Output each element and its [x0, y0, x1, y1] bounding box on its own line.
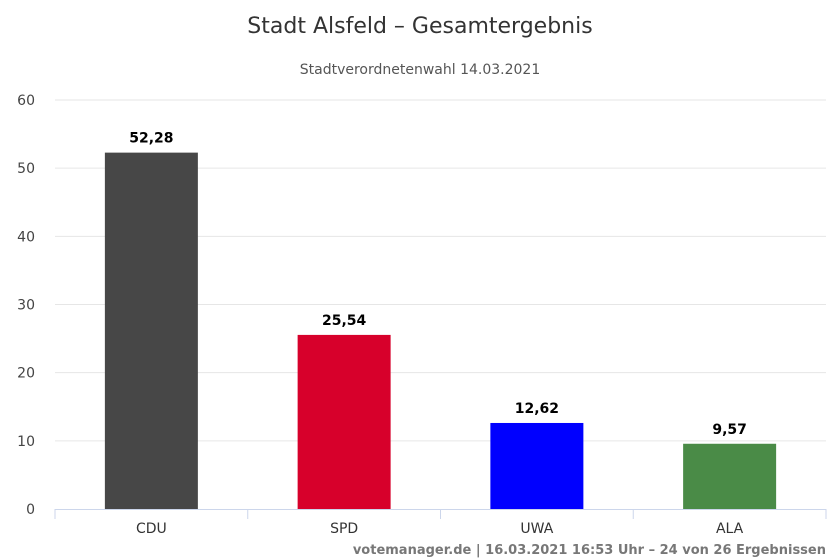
- bar-cdu[interactable]: [104, 152, 198, 509]
- bar-spd[interactable]: [297, 334, 391, 509]
- x-tick-label: CDU: [136, 521, 167, 537]
- chart-title: Stadt Alsfeld – Gesamtergebnis: [247, 14, 592, 39]
- bar-ala[interactable]: [683, 443, 777, 509]
- credits-text[interactable]: votemanager.de | 16.03.2021 16:53 Uhr – …: [353, 543, 826, 558]
- bar-uwa[interactable]: [490, 422, 584, 509]
- data-label-cdu: 52,28: [129, 131, 173, 147]
- y-axis-ticks: 0 10 20 30 40 50 60: [17, 93, 35, 518]
- y-tick-label: 60: [17, 93, 35, 109]
- y-tick-label: 50: [17, 161, 35, 177]
- x-tick-label: ALA: [716, 521, 744, 537]
- x-tick-label: SPD: [330, 521, 358, 537]
- x-tick-label: UWA: [520, 521, 553, 537]
- chart-subtitle: Stadtverordnetenwahl 14.03.2021: [300, 62, 541, 78]
- y-tick-label: 40: [17, 229, 35, 245]
- bars: [104, 152, 777, 509]
- data-label-ala: 9,57: [712, 422, 747, 438]
- y-tick-label: 30: [17, 298, 35, 314]
- data-label-spd: 25,54: [322, 313, 367, 329]
- data-labels: 52,28 25,54 12,62 9,57: [129, 131, 747, 438]
- y-tick-label: 20: [17, 366, 35, 382]
- x-axis: CDU SPD UWA ALA: [54, 509, 827, 537]
- y-tick-label: 0: [26, 502, 35, 518]
- data-label-uwa: 12,62: [515, 401, 559, 417]
- y-tick-label: 10: [17, 434, 35, 450]
